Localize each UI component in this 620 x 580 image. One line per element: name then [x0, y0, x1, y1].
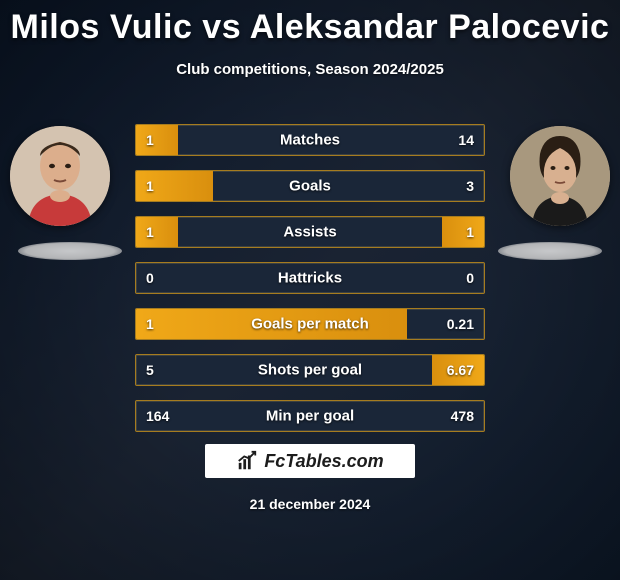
stat-bar: 0 0Hattricks [135, 262, 485, 294]
stat-value-left: 1 [146, 224, 154, 240]
date-text: 21 december 2024 [0, 496, 620, 512]
comparison-main: 114Matches13Goals11Assists00Hattricks10.… [0, 104, 620, 424]
stat-value-left: 1 [146, 316, 154, 332]
stat-bar-fill-left [136, 217, 178, 247]
stat-value-right: 478 [451, 408, 474, 424]
brand-text: FcTables.com [264, 451, 383, 472]
stat-bar: 56.67Shots per goal [135, 354, 485, 386]
stat-value-left: 1 [146, 178, 154, 194]
stat-value-left: 164 [146, 408, 169, 424]
stat-value-right: 6.67 [447, 362, 474, 378]
stat-value-right: 0 [466, 270, 474, 286]
player-left-avatar [10, 126, 110, 226]
stat-label: Matches [136, 132, 484, 149]
stat-bar-fill-left [136, 125, 178, 155]
stat-label: Min per goal [136, 408, 484, 425]
stat-value-right: 1 [466, 224, 474, 240]
stat-bar: 13Goals [135, 170, 485, 202]
stat-value-left: 5 [146, 362, 154, 378]
page-title: Milos Vulic vs Aleksandar Palocevic [0, 8, 620, 47]
subtitle: Club competitions, Season 2024/2025 [0, 61, 620, 78]
stat-bar: 1 14Matches [135, 124, 485, 156]
stat-value-right: 14 [458, 132, 474, 148]
avatar-shadow [498, 242, 602, 260]
stat-value-left: 1 [146, 132, 154, 148]
stat-bar: 164 478Min per goal [135, 400, 485, 432]
stat-value-right: 3 [466, 178, 474, 194]
stat-value-left: 0 [146, 270, 154, 286]
comparison-bars: 114Matches13Goals11Assists00Hattricks10.… [135, 124, 485, 432]
stat-bar: 1 1Assists [135, 216, 485, 248]
stat-bar-fill-right [442, 217, 484, 247]
brand-logo-icon [236, 450, 258, 472]
stat-label: Assists [136, 224, 484, 241]
player-right-avatar [510, 126, 610, 226]
avatar-shadow [18, 242, 122, 260]
stat-bar-fill-left [136, 309, 407, 339]
avatar-placeholder-icon [10, 126, 110, 226]
stat-value-right: 0.21 [447, 316, 474, 332]
stat-bar: 10.21Goals per match [135, 308, 485, 340]
comparison-card: Milos Vulic vs Aleksandar Palocevic Club… [0, 0, 620, 580]
stat-label: Hattricks [136, 270, 484, 287]
avatar-placeholder-icon [510, 126, 610, 226]
brand-badge: FcTables.com [205, 444, 415, 478]
